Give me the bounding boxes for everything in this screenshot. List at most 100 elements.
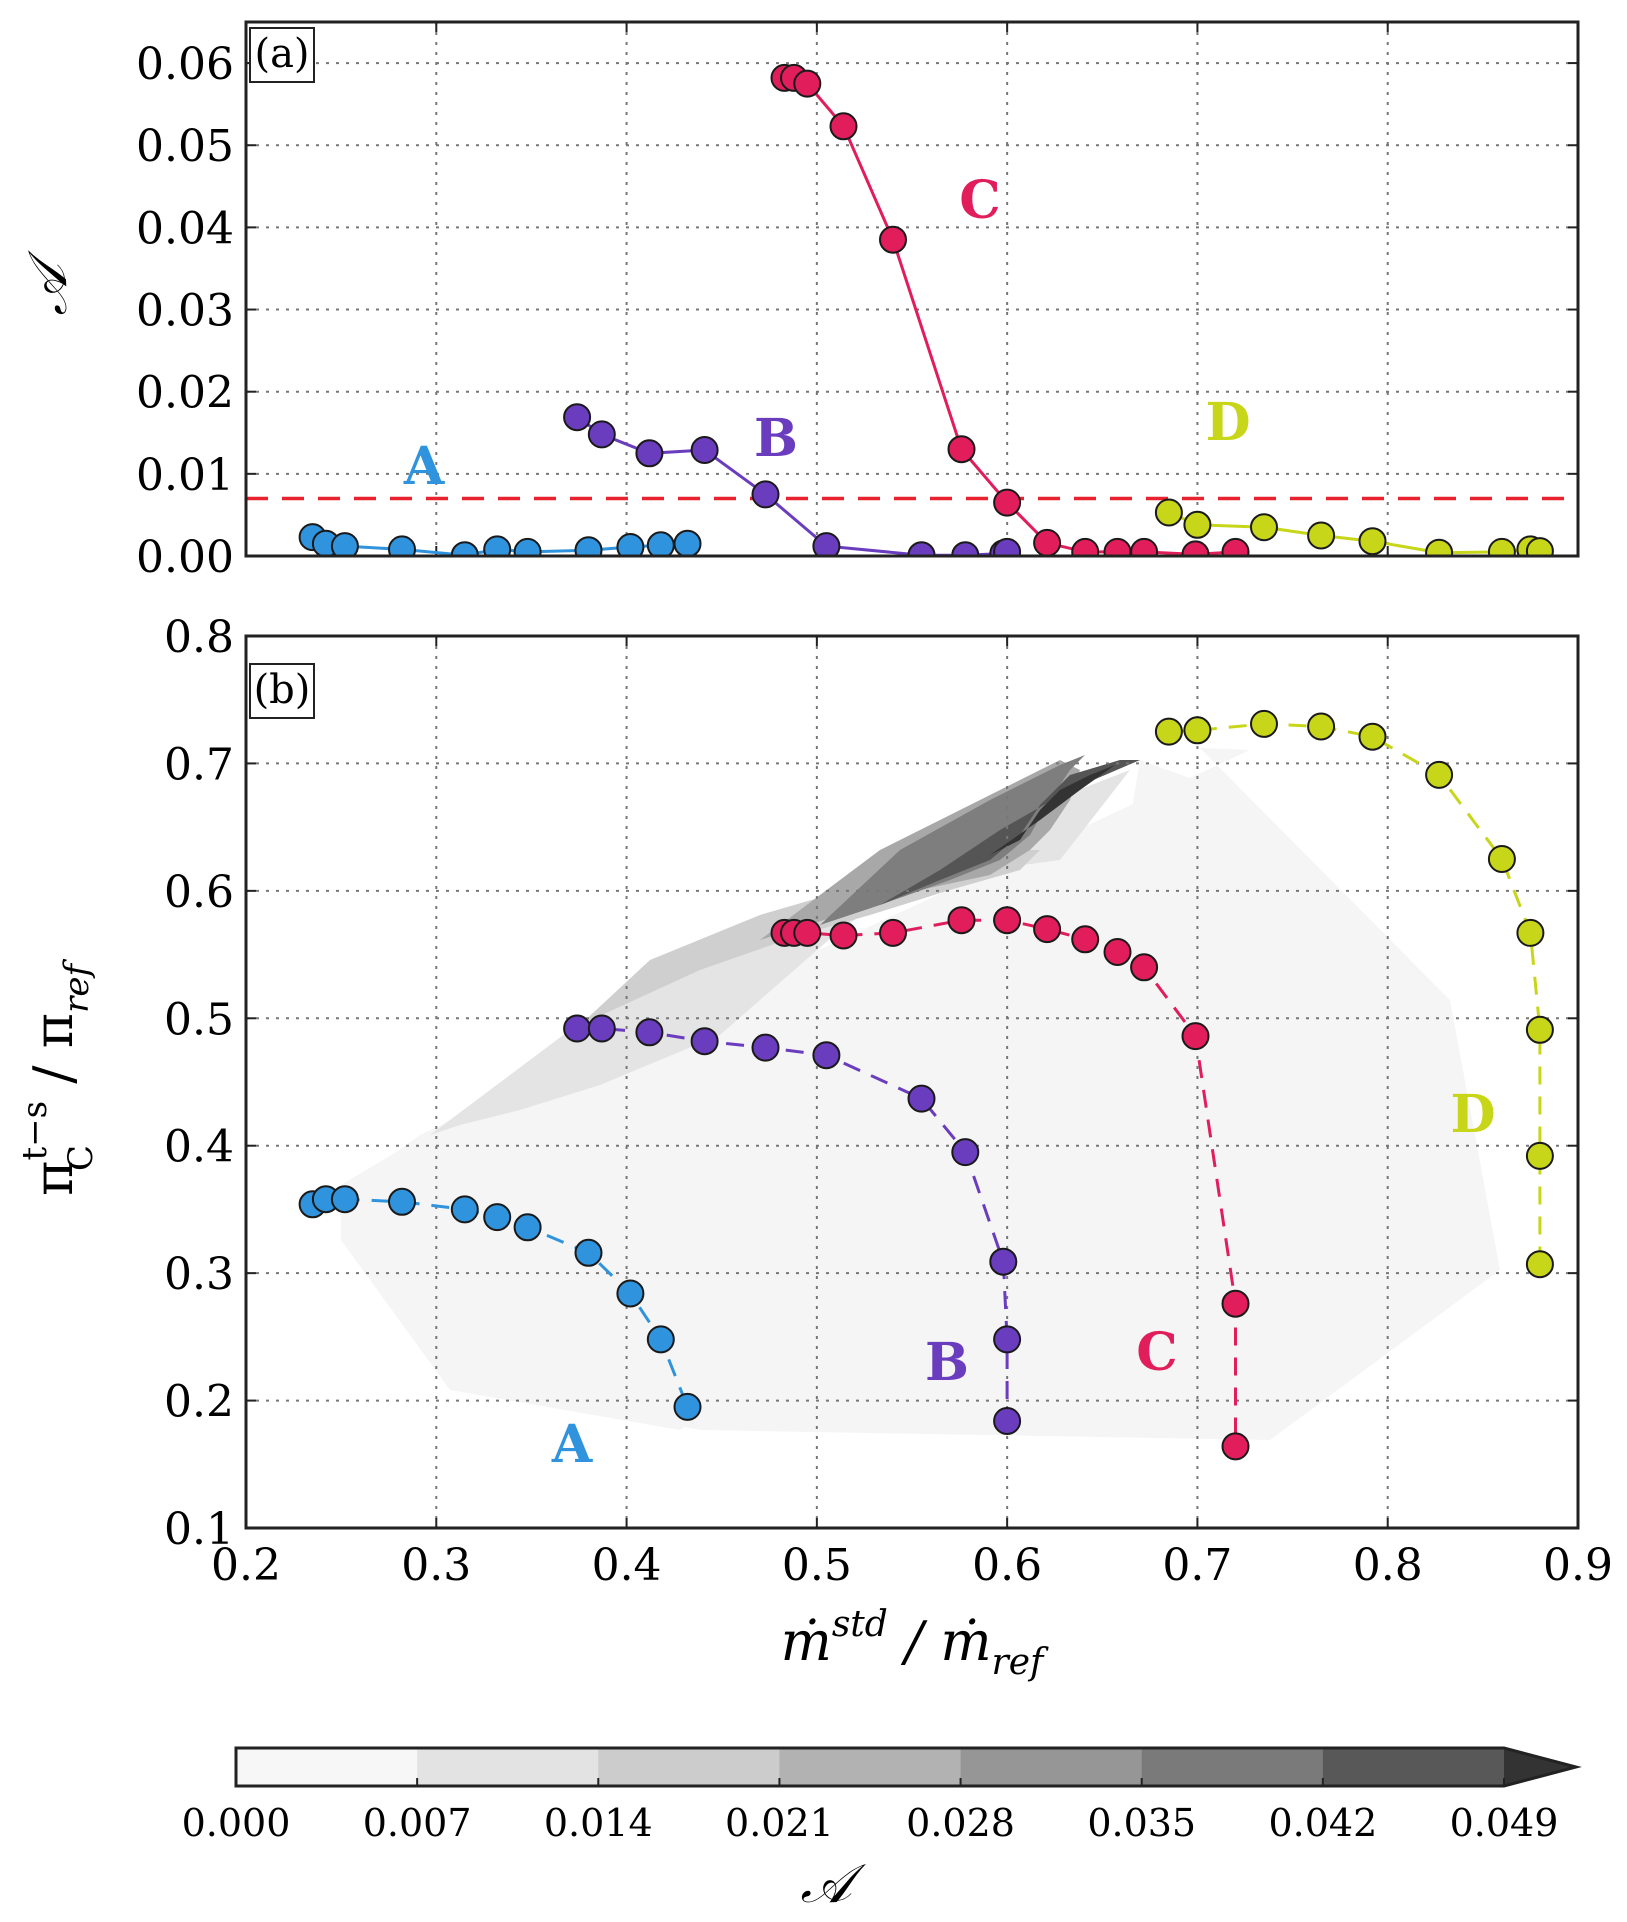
curve-label-c-bottom: C — [1136, 1322, 1177, 1383]
point-c — [1181, 540, 1210, 556]
point-c — [1103, 537, 1132, 556]
point-c — [947, 435, 976, 464]
point-a — [330, 1185, 359, 1214]
point-b — [993, 537, 1022, 556]
point-b — [812, 1041, 841, 1070]
point-b — [751, 480, 780, 509]
point-c — [1221, 537, 1250, 556]
panel-b-grid — [246, 636, 1578, 1528]
panel-a: 0.00 0.01 0.02 0.03 0.04 0.05 0.06 (a) A B C D… — [16, 20, 1580, 583]
curve-label-c-top: C — [959, 170, 1000, 231]
point-c — [829, 112, 858, 141]
panel-a-ylabel: 𝒜 — [16, 250, 79, 316]
point-a — [574, 536, 603, 556]
point-d — [1525, 1250, 1554, 1279]
point-c — [879, 918, 907, 947]
point-b — [635, 1018, 664, 1047]
panel-b-ylabel: πt−s C / πref — [15, 959, 101, 1197]
colorbar-band — [417, 1748, 599, 1786]
series-line-c — [784, 918, 1237, 1447]
colorbar-tick-label: 0.014 — [544, 1801, 653, 1845]
point-d — [1154, 498, 1183, 527]
point-d — [1425, 538, 1454, 556]
point-b — [993, 1407, 1022, 1435]
curve-label-b-bottom: B — [925, 1332, 969, 1393]
colorbar-tick-label: 0.028 — [906, 1801, 1015, 1845]
point-b — [690, 1027, 719, 1056]
point-c — [1181, 1022, 1210, 1051]
colorbar-band — [1322, 1748, 1505, 1786]
point-c — [1130, 953, 1159, 982]
tick-label-y: 0.06 — [136, 39, 234, 90]
tick-label-x: 0.2 — [211, 1540, 281, 1591]
ylabel-b-sub: C — [61, 1145, 101, 1171]
point-b — [587, 420, 616, 449]
panel-a-tag-box — [249, 27, 315, 83]
point-a — [388, 1187, 416, 1216]
point-c — [793, 69, 822, 98]
curve-label-d-bottom: D — [1450, 1084, 1495, 1145]
point-a — [673, 1392, 702, 1421]
tick-label-y: 0.5 — [164, 994, 234, 1045]
series-line-c — [784, 76, 1236, 556]
panel-a-series — [298, 63, 1554, 556]
point-d — [1487, 537, 1516, 556]
curve-label-a-top: A — [403, 436, 445, 497]
curve-label-b-top: B — [754, 408, 798, 469]
tick-label-y: 0.2 — [164, 1377, 234, 1428]
ylabel-b-sub2: ref — [57, 959, 97, 1013]
point-b — [812, 532, 841, 556]
tick-label-y: 0.04 — [136, 203, 234, 254]
point-c — [947, 906, 976, 935]
panel-b-tag-box — [249, 663, 315, 719]
point-b — [563, 403, 592, 432]
panel-b-frame — [244, 634, 1580, 1530]
colorbar-tick-label: 0.021 — [725, 1801, 834, 1845]
point-a — [388, 535, 416, 556]
tick-label-y: 0.03 — [136, 286, 234, 337]
tick-label-x: 0.6 — [972, 1540, 1042, 1591]
xlabel: ṁstd / ṁref — [781, 1604, 1049, 1683]
tick-label-x: 0.3 — [401, 1540, 471, 1591]
point-c — [1130, 537, 1159, 556]
point-d — [1250, 513, 1278, 542]
point-a — [574, 1238, 603, 1267]
tick-label-y: 0.02 — [136, 368, 234, 419]
ylabel-b-main: π — [22, 1161, 85, 1197]
point-d — [1250, 709, 1278, 738]
tick-label-x: 0.7 — [1162, 1540, 1232, 1591]
point-c — [879, 225, 907, 254]
point-d — [1183, 716, 1212, 745]
point-b — [690, 436, 719, 464]
point-b — [907, 1084, 936, 1113]
point-a — [450, 1195, 479, 1224]
point-c — [1071, 925, 1100, 954]
contour-region-2 — [580, 850, 1040, 1025]
panel-a-tag: (a) — [254, 31, 309, 77]
xlabel-main: ṁ — [781, 1610, 832, 1673]
colorbar-band — [960, 1748, 1143, 1786]
colorbar-band — [1141, 1748, 1324, 1786]
point-c — [993, 906, 1022, 935]
point-c — [1103, 938, 1132, 966]
series-line-b — [576, 415, 1008, 556]
panel-b: 0.2 0.3 0.4 0.5 0.6 0.7 0.8 0.90.10.20.30.40.50… — [15, 612, 1613, 1683]
point-a — [673, 529, 702, 556]
tick-label-y: 0.4 — [164, 1122, 234, 1173]
point-d — [1487, 845, 1516, 873]
point-b — [635, 439, 664, 468]
panel-b-series — [298, 709, 1554, 1461]
tick-label-y: 0.8 — [164, 612, 234, 663]
point-a — [646, 531, 675, 556]
point-d — [1307, 712, 1336, 741]
colorbar-band — [236, 1748, 418, 1786]
tick-label-y: 0.3 — [164, 1249, 234, 1300]
colorbar-band — [598, 1748, 780, 1786]
panel-a-grid — [246, 22, 1578, 556]
tick-label-y: 0.7 — [164, 739, 234, 790]
point-d — [1183, 510, 1212, 539]
point-c — [1221, 1289, 1250, 1318]
tick-label-x: 0.8 — [1353, 1540, 1423, 1591]
point-b — [989, 1247, 1018, 1276]
